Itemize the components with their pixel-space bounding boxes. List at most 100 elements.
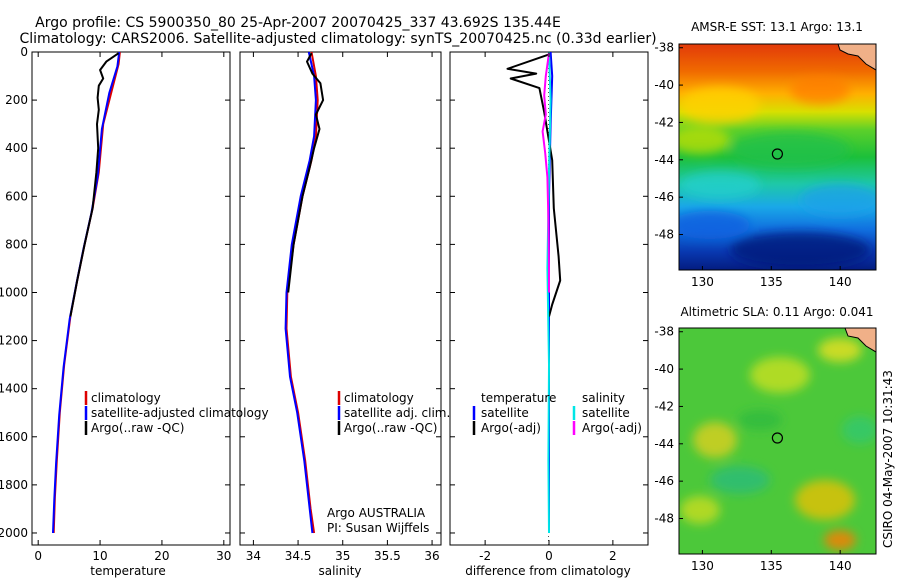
y-tick-label: -46 <box>654 474 674 488</box>
y-tick-label: -40 <box>654 362 674 376</box>
y-tick-label: -38 <box>654 325 674 339</box>
sst-map-xticks: 130 135 140 <box>691 266 852 289</box>
x-tick-label: 36 <box>424 549 439 563</box>
temperature-axes-box <box>31 51 231 546</box>
difference-plot <box>450 51 648 534</box>
x-tick-label: 140 <box>829 559 852 573</box>
series-line-0 <box>52 51 121 534</box>
series-line-2 <box>69 52 120 317</box>
legend-label-sal-satellite: satellite <box>582 406 630 420</box>
y-tick-label: -42 <box>654 399 674 413</box>
legend-label-temp-argo: Argo(-adj) <box>481 421 541 435</box>
x-tick-label: 30 <box>216 549 231 563</box>
x-tick-label: 2 <box>609 549 617 563</box>
salinity-legend: climatology satellite adj. clim. Argo(..… <box>337 391 450 435</box>
legend-label-climatology: climatology <box>344 391 414 405</box>
pi-annotation: PI: Susan Wijffels <box>327 521 429 535</box>
y-tick-label: 1600 <box>0 430 28 444</box>
figure-title-line1: Argo profile: CS 5900350_80 25-Apr-2007 … <box>35 15 561 31</box>
y-tick-label: -44 <box>654 437 674 451</box>
y-tick-label: -42 <box>654 115 674 129</box>
x-tick-label: -2 <box>479 549 491 563</box>
y-tick-label: -48 <box>654 512 674 526</box>
legend-title-temperature: temperature <box>481 391 556 405</box>
x-tick-label: 130 <box>691 275 714 289</box>
float-position-marker <box>771 148 784 160</box>
sla-map-yticks: -38 -40 -42 -44 -46 -48 <box>654 325 683 526</box>
temperature-legend: climatology satellite-adjusted climatolo… <box>84 391 269 435</box>
y-tick-label: -46 <box>654 190 674 204</box>
sst-map-title: AMSR-E SST: 13.1 Argo: 13.1 <box>691 20 863 34</box>
salinity-xlabel: salinity <box>318 564 361 578</box>
x-tick-label: 34.5 <box>285 549 312 563</box>
y-tick-label: -44 <box>654 153 674 167</box>
sla-map-title: Altimetric SLA: 0.11 Argo: 0.041 <box>680 305 873 319</box>
sst-map-frame <box>678 43 877 271</box>
difference-xticks: -2 0 2 <box>479 52 617 563</box>
sla-map-xticks: 130 135 140 <box>691 550 852 573</box>
y-tick-label: 200 <box>5 93 28 107</box>
difference-panel: -2 0 2 difference from climatology tempera… <box>449 51 649 578</box>
series-line-2 <box>287 52 325 293</box>
temperature-xlabel: temperature <box>90 564 165 578</box>
x-tick-label: 35.5 <box>374 549 401 563</box>
y-tick-label: 400 <box>5 141 28 155</box>
footer-timestamp: CSIRO 04-May-2007 10:31:43 <box>881 370 895 548</box>
x-tick-label: 20 <box>154 549 169 563</box>
series-line-1 <box>52 51 121 534</box>
legend-label-satellite: satellite adj. clim. <box>344 406 450 420</box>
series-line-1 <box>284 51 317 534</box>
difference-legend: temperature satellite Argo(-adj) salinit… <box>472 391 642 435</box>
legend-label-temp-satellite: satellite <box>481 406 529 420</box>
series-line-2 <box>546 51 552 534</box>
sst-map-panel: AMSR-E SST: 13.1 Argo: 13.1 130 135 140 -3… <box>654 20 877 289</box>
sla-map-image <box>679 328 876 554</box>
temperature-plot <box>32 51 230 534</box>
x-tick-label: 140 <box>829 275 852 289</box>
float-country-annotation: Argo AUSTRALIA <box>327 506 426 520</box>
legend-label-sal-argo: Argo(-adj) <box>582 421 642 435</box>
salinity-panel: 34 34.5 35 35.5 36 salinity climatology sate… <box>239 51 450 578</box>
difference-xlabel: difference from climatology <box>465 564 631 578</box>
sst-map-yticks: -38 -40 -42 -44 -46 -48 <box>654 41 683 242</box>
land-outline <box>837 44 876 71</box>
legend-label-climatology: climatology <box>91 391 161 405</box>
figure-title-line2: Climatology: CARS2006. Satellite-adjuste… <box>19 31 656 47</box>
sla-map-frame <box>678 327 877 555</box>
temperature-yticks: 0 200 400 600 800 1000 1200 1400 1600 1800 2000 <box>0 45 28 540</box>
y-tick-label: 1000 <box>0 285 28 299</box>
series-line-1 <box>506 53 562 317</box>
temperature-panel: 0 10 20 30 0 200 400 600 800 1000 1200 1400 1600 180… <box>0 45 269 578</box>
salinity-xticks: 34 34.5 35 35.5 36 <box>246 52 440 563</box>
x-tick-label: 10 <box>92 549 107 563</box>
y-tick-label: 600 <box>5 189 28 203</box>
legend-label-argo: Argo(..raw -QC) <box>91 421 184 435</box>
temperature-xticks: 0 10 20 30 <box>34 52 231 563</box>
legend-label-argo: Argo(..raw -QC) <box>344 421 437 435</box>
y-tick-label: 0 <box>20 45 28 59</box>
x-tick-label: 0 <box>34 549 42 563</box>
y-tick-label: -48 <box>654 228 674 242</box>
y-tick-label: -38 <box>654 41 674 55</box>
legend-label-satellite: satellite-adjusted climatology <box>91 406 269 420</box>
sst-map-image <box>679 44 876 270</box>
x-tick-label: 135 <box>760 559 783 573</box>
x-tick-label: 135 <box>760 275 783 289</box>
y-tick-label: -40 <box>654 78 674 92</box>
series-line-0 <box>285 51 319 534</box>
x-tick-label: 130 <box>691 559 714 573</box>
legend-title-salinity: salinity <box>582 391 625 405</box>
x-tick-label: 35 <box>335 549 350 563</box>
y-tick-label: 2000 <box>0 526 28 540</box>
y-tick-label: 800 <box>5 237 28 251</box>
x-tick-label: 34 <box>246 549 261 563</box>
float-position-marker <box>771 432 784 444</box>
x-tick-label: 0 <box>545 549 553 563</box>
y-tick-label: 1400 <box>0 382 28 396</box>
series-line-3 <box>541 53 550 293</box>
land-outline <box>844 328 876 353</box>
salinity-plot <box>240 51 441 534</box>
salinity-axes-box <box>239 51 442 546</box>
sla-map-panel: Altimetric SLA: 0.11 Argo: 0.041 130 135 1… <box>654 305 877 573</box>
